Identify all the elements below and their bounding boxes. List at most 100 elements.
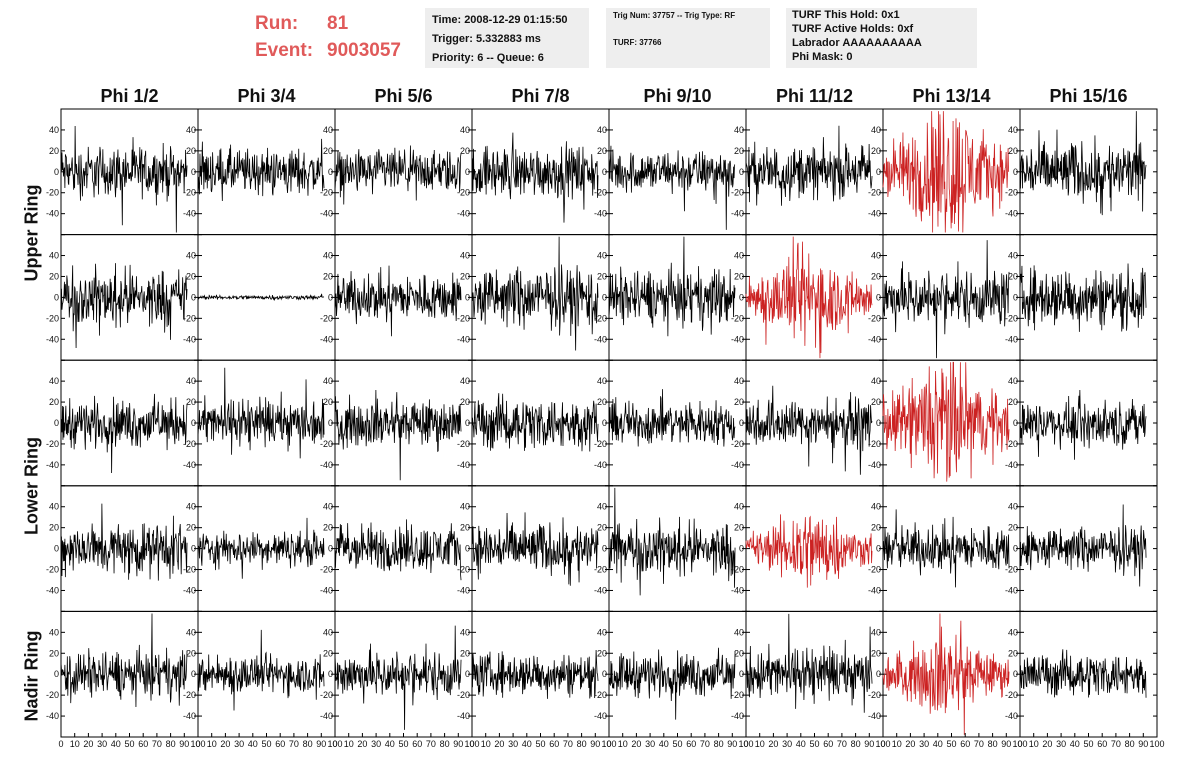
y-tick-label: -40	[183, 460, 196, 470]
y-tick-label: 0	[602, 544, 607, 554]
y-tick-label: 20	[871, 397, 881, 407]
y-tick-label: 20	[871, 523, 881, 533]
y-tick-label: 40	[323, 125, 333, 135]
x-tick-label: 90	[316, 739, 326, 749]
y-tick-label: 0	[328, 544, 333, 554]
x-tick-label: 70	[563, 739, 573, 749]
x-tick-label: 70	[700, 739, 710, 749]
y-tick-label: 0	[739, 292, 744, 302]
y-tick-label: -40	[594, 460, 607, 470]
x-tick-label: 20	[905, 739, 915, 749]
y-tick-label: 0	[54, 544, 59, 554]
x-tick-label: 40	[385, 739, 395, 749]
x-tick-label: 70	[837, 739, 847, 749]
waveform-trace	[334, 390, 462, 481]
waveform-trace	[197, 138, 325, 201]
y-tick-label: 40	[871, 251, 881, 261]
y-tick-label: -20	[1005, 565, 1018, 575]
x-tick-label: 10	[70, 739, 80, 749]
y-tick-label: 40	[734, 125, 744, 135]
y-tick-label: 20	[734, 523, 744, 533]
waveform-trace	[745, 385, 873, 475]
x-tick-label: 100	[738, 739, 753, 749]
y-tick-label: 20	[1008, 648, 1018, 658]
y-tick-label: 20	[734, 397, 744, 407]
waveform-trace	[1019, 504, 1147, 587]
time-text: Time: 2008-12-29 01:15:50	[432, 14, 568, 26]
x-tick-label: 80	[714, 739, 724, 749]
y-tick-label: 0	[876, 418, 881, 428]
y-tick-label: 20	[734, 648, 744, 658]
waveform-trace	[471, 512, 599, 586]
y-tick-label: 20	[597, 271, 607, 281]
y-tick-label: 0	[328, 292, 333, 302]
y-tick-label: 40	[734, 627, 744, 637]
x-tick-label: 10	[344, 739, 354, 749]
waveform-trace	[882, 509, 1010, 588]
waveform-trace	[1019, 263, 1147, 332]
y-tick-label: 20	[1008, 146, 1018, 156]
y-tick-label: -40	[183, 711, 196, 721]
y-tick-label: -40	[1005, 460, 1018, 470]
phi-mask-text: Phi Mask: 0	[792, 51, 853, 63]
y-tick-label: 0	[1013, 167, 1018, 177]
y-tick-label: 40	[1008, 125, 1018, 135]
y-tick-label: -20	[731, 690, 744, 700]
y-tick-label: 20	[871, 648, 881, 658]
y-tick-label: 40	[186, 627, 196, 637]
waveform-trace	[471, 236, 599, 351]
x-tick-label: 0	[332, 739, 337, 749]
y-tick-label: -40	[46, 209, 59, 219]
x-tick-label: 60	[275, 739, 285, 749]
y-tick-label: -20	[731, 439, 744, 449]
y-tick-label: -20	[46, 313, 59, 323]
y-tick-label: -40	[320, 711, 333, 721]
y-tick-label: 20	[1008, 523, 1018, 533]
y-tick-label: -20	[320, 690, 333, 700]
y-tick-label: -20	[594, 313, 607, 323]
x-tick-label: 80	[303, 739, 313, 749]
x-tick-label: 60	[1097, 739, 1107, 749]
run-event-block: Run: 81 Event: 9003057	[255, 10, 401, 64]
y-tick-label: 0	[876, 292, 881, 302]
y-tick-label: -20	[46, 690, 59, 700]
run-label: Run:	[255, 13, 299, 34]
x-tick-label: 80	[988, 739, 998, 749]
x-tick-label: 0	[469, 739, 474, 749]
y-tick-label: -40	[594, 711, 607, 721]
y-tick-label: -20	[868, 565, 881, 575]
x-tick-label: 10	[207, 739, 217, 749]
x-tick-label: 0	[606, 739, 611, 749]
x-tick-label: 80	[577, 739, 587, 749]
y-tick-label: -40	[457, 585, 470, 595]
waveform-trace	[745, 613, 873, 713]
waveform-trace	[60, 613, 188, 708]
x-tick-label: 30	[1056, 739, 1066, 749]
y-tick-label: -40	[320, 460, 333, 470]
x-tick-label: 30	[371, 739, 381, 749]
y-tick-label: -20	[183, 313, 196, 323]
x-tick-label: 70	[426, 739, 436, 749]
y-tick-label: 20	[49, 146, 59, 156]
y-tick-label: 0	[1013, 292, 1018, 302]
waveform-trace	[471, 649, 599, 699]
y-tick-label: -40	[1005, 334, 1018, 344]
y-tick-label: 20	[734, 146, 744, 156]
y-tick-label: -20	[594, 188, 607, 198]
triggered-waveform-trace	[882, 111, 1010, 233]
y-tick-label: 40	[597, 376, 607, 386]
turf-info-box: TURF This Hold: 0x1 TURF Active Holds: 0…	[786, 8, 977, 68]
y-tick-label: 40	[49, 627, 59, 637]
y-tick-label: -40	[594, 334, 607, 344]
y-tick-label: 0	[739, 544, 744, 554]
x-tick-label: 10	[755, 739, 765, 749]
triggered-waveform-trace	[745, 236, 873, 359]
x-tick-label: 20	[631, 739, 641, 749]
y-tick-label: -20	[320, 439, 333, 449]
x-tick-label: 50	[535, 739, 545, 749]
y-tick-label: 0	[602, 669, 607, 679]
y-tick-label: 40	[597, 125, 607, 135]
y-tick-label: 20	[186, 523, 196, 533]
y-tick-label: -20	[594, 439, 607, 449]
